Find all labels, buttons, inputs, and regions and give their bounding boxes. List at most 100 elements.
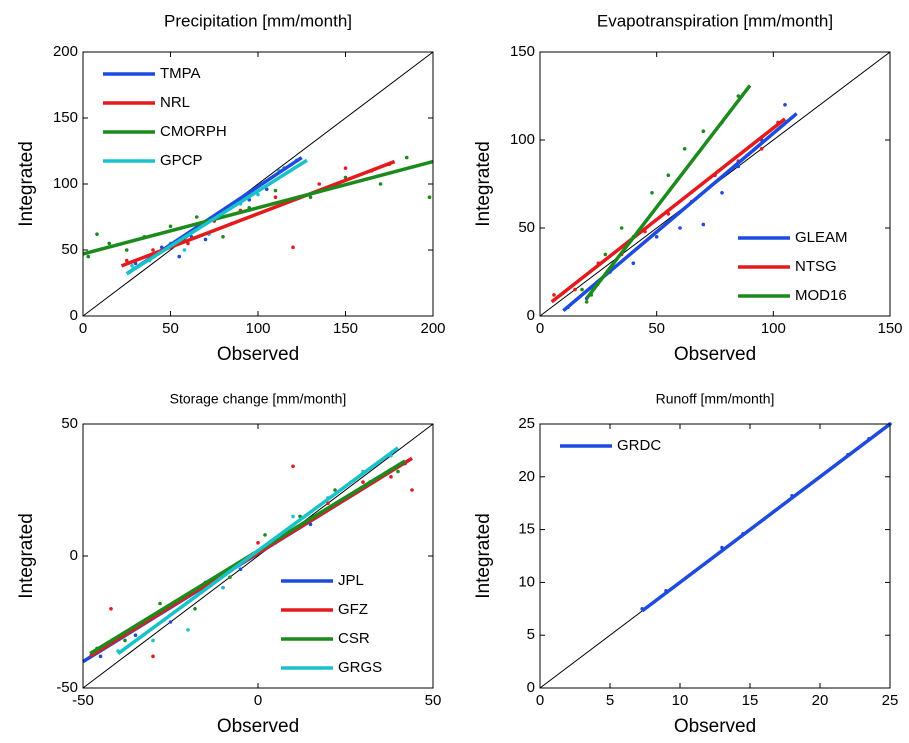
subplot: Runoff [mm/month] Observed Integrated 0 5 10 1… bbox=[473, 391, 898, 737]
point bbox=[124, 248, 129, 252]
subplot: Evapotranspiration [mm/month] Observed Int… bbox=[473, 11, 903, 365]
x-tick-label: 100 bbox=[761, 320, 786, 337]
y-tick-label: 50 bbox=[61, 241, 78, 258]
point bbox=[389, 475, 393, 479]
point bbox=[182, 248, 187, 252]
point bbox=[396, 469, 400, 474]
point bbox=[203, 237, 208, 242]
x-tick-label: 25 bbox=[882, 692, 899, 709]
y-tick-label: 50 bbox=[518, 219, 535, 236]
point bbox=[264, 187, 269, 192]
axes-box bbox=[539, 51, 891, 317]
point bbox=[410, 488, 414, 492]
point bbox=[552, 293, 556, 297]
point bbox=[86, 254, 91, 259]
x-tick-label: 0 bbox=[254, 692, 262, 709]
x-tick-label: 0 bbox=[536, 320, 544, 337]
point bbox=[678, 226, 682, 230]
y-tick-label: -50 bbox=[56, 679, 78, 696]
fit-line bbox=[125, 158, 308, 276]
point bbox=[308, 195, 313, 199]
legend-label: GPCP bbox=[160, 152, 203, 169]
x-tick-label: 50 bbox=[162, 320, 179, 337]
point bbox=[783, 103, 787, 107]
point bbox=[427, 195, 432, 199]
x-tick-label: 20 bbox=[812, 692, 829, 709]
legend-label: CSR bbox=[338, 630, 370, 647]
x-axis-label: Observed bbox=[674, 344, 756, 365]
x-tick-label: 5 bbox=[606, 692, 614, 709]
point bbox=[133, 633, 138, 637]
one-to-one-line bbox=[82, 423, 434, 689]
y-axis-label: Integrated bbox=[473, 513, 494, 599]
point bbox=[124, 258, 129, 263]
legend-label: GFZ bbox=[338, 601, 368, 618]
point bbox=[326, 501, 330, 506]
axes-box bbox=[82, 423, 434, 689]
x-axis-label: Observed bbox=[217, 716, 299, 737]
point bbox=[573, 287, 577, 292]
legend-label: GRGS bbox=[338, 659, 382, 676]
point bbox=[378, 182, 383, 186]
x-tick-label: 200 bbox=[420, 320, 445, 337]
point bbox=[158, 601, 162, 606]
point bbox=[256, 541, 260, 545]
fit-line bbox=[641, 422, 892, 613]
fit-line bbox=[82, 159, 434, 256]
y-tick-label: 0 bbox=[70, 547, 78, 564]
point bbox=[701, 129, 706, 133]
point bbox=[107, 241, 112, 246]
axes-box bbox=[82, 51, 434, 317]
y-tick-label: 5 bbox=[527, 626, 535, 643]
point bbox=[221, 235, 225, 239]
point bbox=[177, 254, 182, 259]
legend-label: JPL bbox=[338, 572, 364, 589]
point bbox=[333, 488, 337, 492]
point bbox=[631, 261, 636, 266]
point bbox=[584, 300, 589, 304]
point bbox=[682, 147, 687, 151]
y-tick-label: 50 bbox=[61, 415, 78, 432]
y-axis-label: Integrated bbox=[16, 513, 37, 599]
point bbox=[151, 248, 155, 252]
point bbox=[98, 654, 103, 659]
point bbox=[228, 575, 232, 579]
y-tick-label: 150 bbox=[53, 109, 78, 126]
legend-label: CMORPH bbox=[160, 123, 227, 140]
point bbox=[701, 222, 706, 227]
subplot: Storage change [mm/month] Observed Integra… bbox=[16, 391, 441, 737]
point bbox=[666, 173, 671, 177]
x-tick-label: 150 bbox=[877, 320, 902, 337]
point bbox=[168, 620, 173, 624]
point bbox=[151, 638, 155, 643]
point bbox=[343, 166, 348, 170]
point bbox=[759, 147, 764, 151]
x-tick-label: 15 bbox=[742, 692, 759, 709]
legend-label: GRDC bbox=[617, 437, 661, 454]
axes-box bbox=[539, 423, 891, 689]
y-tick-label: 150 bbox=[510, 43, 535, 60]
point bbox=[720, 191, 724, 195]
point bbox=[186, 628, 190, 632]
point bbox=[404, 155, 409, 160]
y-tick-label: 10 bbox=[518, 573, 535, 590]
point bbox=[194, 215, 199, 219]
point bbox=[263, 533, 267, 537]
y-tick-label: 0 bbox=[527, 307, 535, 324]
subplot: Precipitation [mm/month] Observed Integrat… bbox=[16, 11, 446, 365]
y-tick-label: 0 bbox=[70, 307, 78, 324]
point bbox=[619, 226, 624, 230]
legend-label: NRL bbox=[160, 94, 190, 111]
subplot-title: Evapotranspiration [mm/month] bbox=[597, 11, 833, 30]
point bbox=[580, 287, 584, 292]
y-tick-label: 200 bbox=[53, 43, 78, 60]
x-tick-label: 10 bbox=[672, 692, 689, 709]
fit-line bbox=[585, 84, 752, 300]
fit-line bbox=[550, 117, 787, 304]
point bbox=[650, 191, 654, 195]
point bbox=[193, 607, 197, 611]
point bbox=[273, 195, 278, 199]
x-tick-label: 0 bbox=[536, 692, 544, 709]
legend-label: TMPA bbox=[160, 65, 201, 82]
